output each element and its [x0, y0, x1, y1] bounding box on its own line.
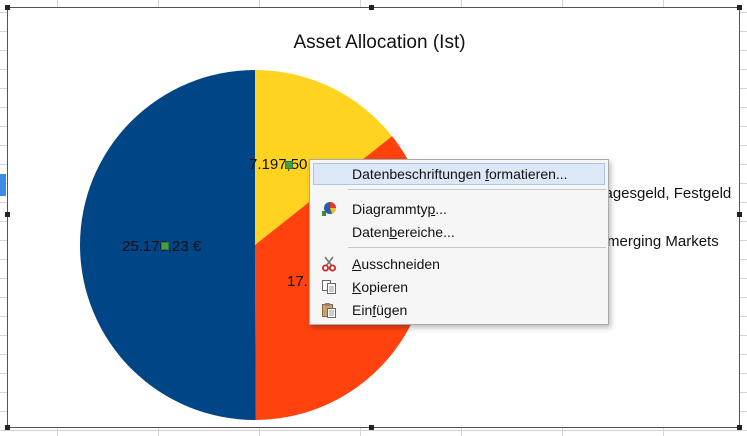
menu-item-chart-type[interactable]: Diagrammtyp...: [313, 198, 605, 220]
paste-icon: [322, 303, 336, 318]
resize-handle[interactable]: [5, 425, 10, 430]
resize-handle[interactable]: [369, 425, 374, 430]
pie-slice-tagesgeld[interactable]: [255, 70, 393, 245]
menu-item-paste[interactable]: Einfügen: [313, 299, 605, 321]
legend-item-tagesgeld[interactable]: Tagesgeld, Festgeld: [597, 185, 732, 202]
resize-handle[interactable]: [369, 5, 374, 10]
resize-handle[interactable]: [5, 212, 10, 217]
resize-handle[interactable]: [737, 5, 742, 10]
scissors-icon: [322, 256, 336, 272]
selection-marker[interactable]: [285, 161, 293, 169]
resize-handle[interactable]: [737, 425, 742, 430]
data-label-emerging-markets[interactable]: 17.: [287, 273, 308, 290]
selected-row-header[interactable]: [0, 174, 6, 196]
chart-title[interactable]: Asset Allocation (Ist): [293, 32, 466, 53]
resize-handle[interactable]: [5, 5, 10, 10]
legend-item-emerging-markets[interactable]: Emerging Markets: [597, 233, 719, 250]
selection-marker[interactable]: [161, 242, 169, 250]
context-menu: Datenbeschriftungen formatieren... Diagr…: [309, 159, 609, 325]
menu-item-cut[interactable]: Ausschneiden: [313, 253, 605, 275]
copy-icon: [322, 280, 336, 294]
chart-type-icon: [322, 202, 336, 216]
menu-item-data-ranges[interactable]: Datenbereiche...: [352, 224, 455, 240]
menu-separator: [348, 189, 606, 190]
menu-item-copy[interactable]: Kopieren: [313, 276, 605, 298]
menu-separator: [348, 247, 606, 248]
resize-handle[interactable]: [737, 212, 742, 217]
data-label-tagesgeld[interactable]: 7.197,50 €: [249, 156, 320, 173]
menu-item-format-data-labels[interactable]: Datenbeschriftungen formatieren...: [313, 163, 605, 185]
